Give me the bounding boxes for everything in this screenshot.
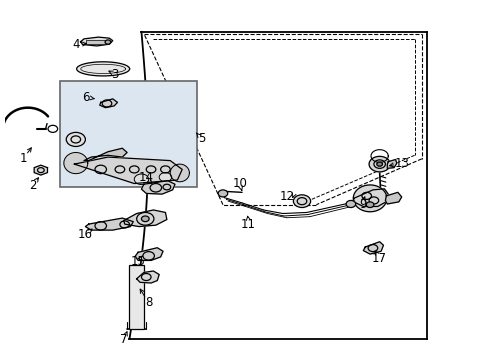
Text: 8: 8	[144, 296, 152, 309]
Polygon shape	[368, 156, 389, 172]
Text: 6: 6	[81, 91, 89, 104]
Polygon shape	[353, 185, 386, 212]
Text: 7: 7	[120, 333, 127, 346]
Polygon shape	[363, 242, 383, 254]
Text: 2: 2	[29, 179, 37, 192]
Circle shape	[105, 40, 111, 44]
Polygon shape	[385, 192, 401, 204]
Polygon shape	[386, 159, 396, 168]
Polygon shape	[170, 164, 189, 182]
Polygon shape	[123, 210, 166, 226]
Text: 1: 1	[20, 152, 27, 165]
Circle shape	[346, 201, 355, 207]
Text: 12: 12	[280, 190, 295, 203]
Polygon shape	[84, 148, 127, 161]
Polygon shape	[34, 165, 47, 175]
Text: 9: 9	[359, 198, 366, 211]
Circle shape	[366, 202, 373, 207]
Circle shape	[134, 174, 148, 185]
Polygon shape	[353, 189, 387, 207]
Circle shape	[141, 216, 149, 222]
Polygon shape	[100, 99, 117, 108]
Text: 4: 4	[72, 38, 80, 51]
Bar	[129, 265, 143, 329]
Polygon shape	[74, 157, 182, 184]
Bar	[86, 40, 105, 44]
Text: 15: 15	[130, 255, 145, 268]
Text: 10: 10	[232, 177, 246, 190]
Polygon shape	[77, 62, 129, 76]
Bar	[60, 81, 196, 187]
Circle shape	[159, 172, 171, 182]
Polygon shape	[137, 271, 159, 283]
Polygon shape	[64, 153, 88, 174]
Text: 5: 5	[197, 132, 204, 145]
Polygon shape	[85, 218, 133, 230]
Circle shape	[293, 195, 310, 207]
Text: 3: 3	[111, 68, 119, 81]
Circle shape	[218, 190, 227, 197]
Text: 16: 16	[78, 228, 93, 241]
Circle shape	[66, 132, 85, 147]
Polygon shape	[141, 181, 175, 194]
Polygon shape	[135, 248, 163, 260]
Circle shape	[376, 162, 382, 166]
Text: 17: 17	[371, 252, 386, 265]
Text: 14: 14	[139, 171, 153, 184]
Polygon shape	[81, 37, 112, 46]
Text: 13: 13	[393, 157, 408, 170]
Text: 11: 11	[241, 217, 255, 231]
